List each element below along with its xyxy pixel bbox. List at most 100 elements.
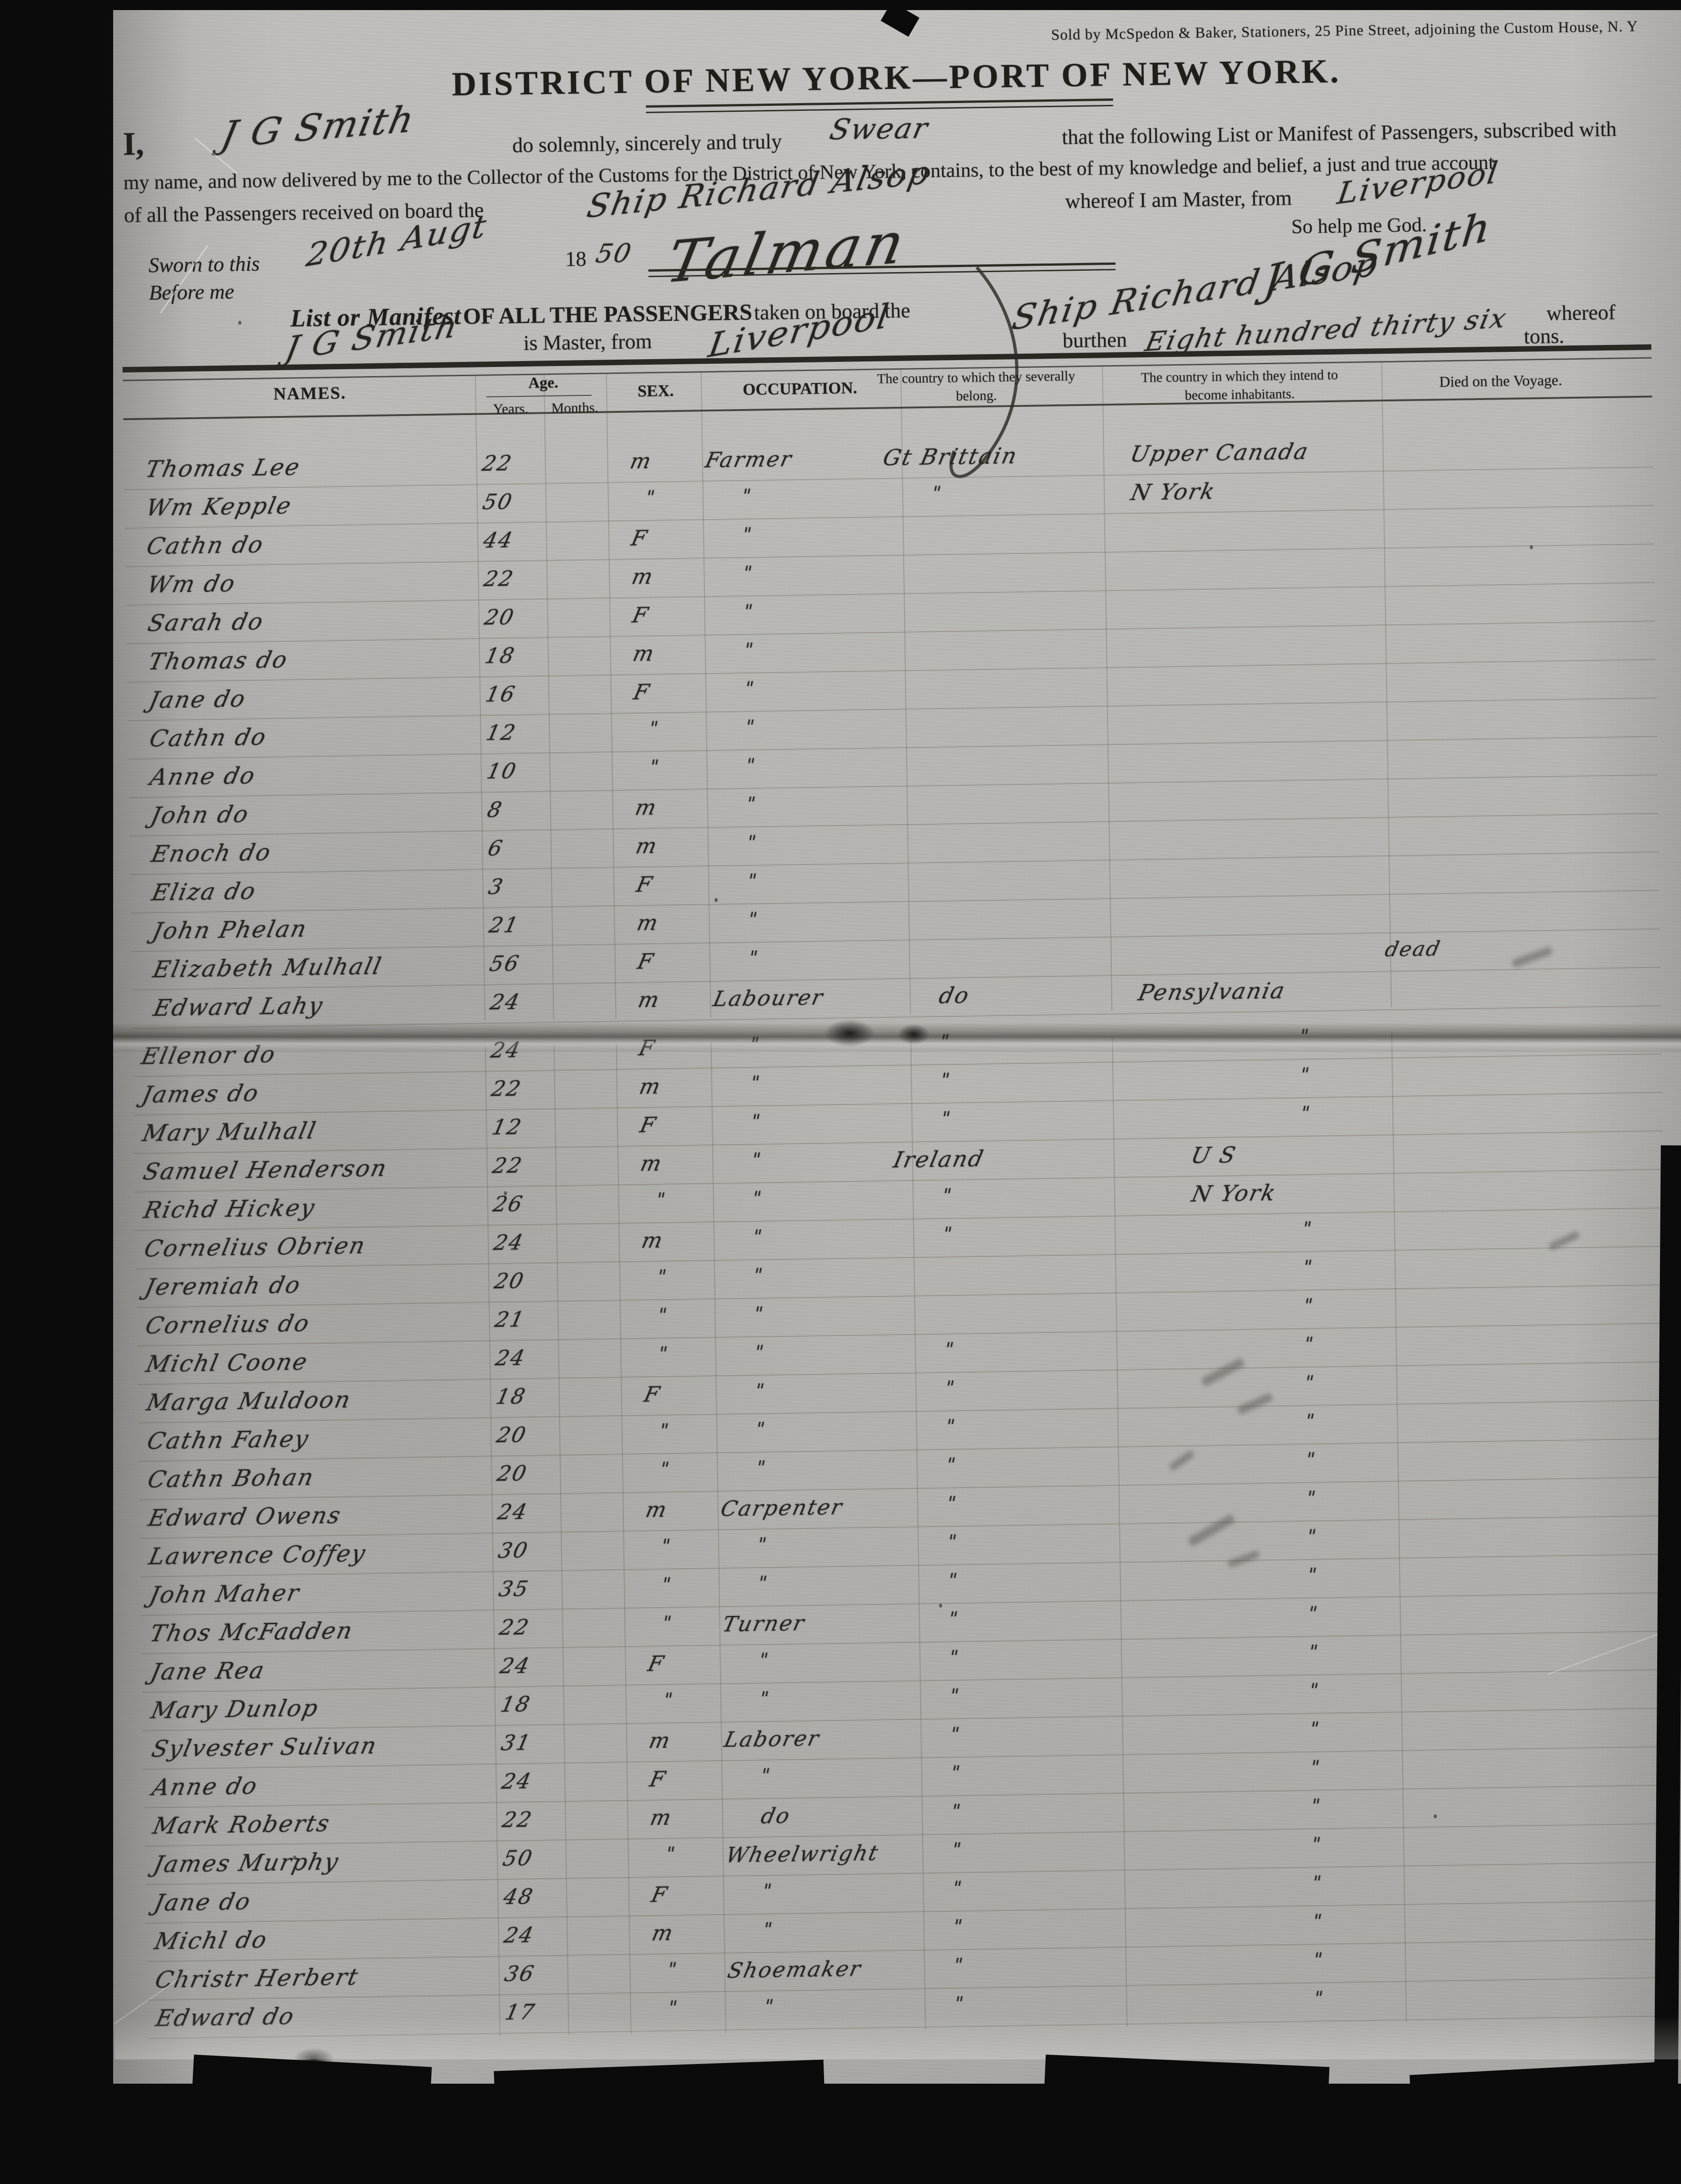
manifest-cell-sex: m <box>648 1805 675 1830</box>
manifest-cell-sex: m <box>637 1073 664 1099</box>
swear-handwritten: Swear <box>827 111 932 147</box>
signature-flourish <box>949 266 1019 478</box>
manifest-cell-intend: " <box>1305 1564 1320 1586</box>
manifest-cell-intend: " <box>1302 1372 1317 1394</box>
manifest-cell-belong: " <box>939 1108 954 1129</box>
oath-i: I, <box>122 125 144 162</box>
manifest-cell-occupation: " <box>761 1919 775 1940</box>
manifest-cell-age: 56 <box>487 951 523 976</box>
whereof-master-from: whereof I am Master, from <box>1065 186 1292 213</box>
table-row-rule <box>136 1284 1665 1308</box>
manifest-cell-belong: " <box>944 1416 958 1437</box>
manifest-cell-age: 20 <box>492 1268 527 1294</box>
manifest-cell-name: Michl do <box>152 1926 271 1955</box>
manifest-cell-belong: " <box>952 1993 967 2014</box>
table-row-rule <box>141 1592 1670 1616</box>
manifest-cell-intend: U S <box>1189 1142 1239 1169</box>
manifest-cell-name: Lawrence Coffey <box>146 1540 369 1570</box>
manifest-cell-age: 18 <box>494 1384 529 1409</box>
manifest-cell-age: 18 <box>498 1691 534 1717</box>
table-row-rule <box>140 1515 1669 1539</box>
manifest-cell-occupation: " <box>741 601 756 623</box>
manifest-cell-intend: Pensylvania <box>1135 978 1288 1006</box>
manifest-cell-intend: " <box>1306 1603 1321 1625</box>
master-name-handwritten: J G Smith <box>218 98 419 157</box>
table-row-rule <box>137 1361 1667 1385</box>
manifest-cell-belong: " <box>946 1570 961 1591</box>
table-column-rule <box>606 373 617 1019</box>
manifest-cell-sex: m <box>643 1497 671 1522</box>
manifest-cell-name: Enoch do <box>149 839 274 868</box>
manifest-cell-intend: " <box>1310 1910 1325 1932</box>
header-months: Months. <box>551 399 599 416</box>
manifest-cell-name: Richd Hickey <box>141 1194 318 1224</box>
manifest-cell-occupation: " <box>753 1380 768 1401</box>
manifest-cell-age: 31 <box>499 1730 534 1756</box>
manifest-cell-belong: " <box>950 1877 965 1899</box>
manifest-cell-age: 22 <box>489 1076 524 1101</box>
manifest-cell-name: Thomas Lee <box>143 454 303 483</box>
manifest-cell-intend: " <box>1311 1987 1326 2009</box>
manifest-cell-belong: " <box>947 1647 961 1668</box>
table-row-rule <box>125 543 1654 567</box>
manifest-cell-occupation: Carpenter <box>718 1494 846 1522</box>
table-row-rule <box>144 1784 1673 1808</box>
manifest-cell-belong: " <box>946 1608 961 1630</box>
manifest-cell-occupation: " <box>740 524 755 546</box>
page-title: DISTRICT OF NEW YORK—PORT OF NEW YORK. <box>451 52 1341 104</box>
black-edge-left <box>0 0 113 2184</box>
manifest-cell-intend: " <box>1311 1949 1326 1971</box>
manifest-cell-occupation: " <box>739 485 754 507</box>
table-row-rule <box>140 1554 1670 1577</box>
manifest-cell-age: 3 <box>486 874 507 899</box>
manifest-cell-belong: " <box>951 1954 966 1976</box>
manifest-cell-sex: F <box>642 1381 663 1407</box>
manifest-cell-age: 12 <box>490 1114 525 1140</box>
manifest-cell-intend: " <box>1299 1102 1313 1124</box>
manifest-cell-occupation: Labourer <box>711 985 826 1012</box>
manifest-cell-age: 21 <box>486 912 522 938</box>
torn-bump <box>1043 2054 1330 2127</box>
manifest-cell-name: Cornelius do <box>143 1310 313 1339</box>
manifest-cell-name: Samuel Henderson <box>141 1155 390 1185</box>
tons-label: tons. <box>1523 324 1565 348</box>
manifest-cell-sex: " <box>659 1535 674 1557</box>
manifest-cell-name: Jane do <box>147 685 249 714</box>
manifest-cell-sex: " <box>643 487 658 509</box>
table-row-rule <box>144 1823 1674 1847</box>
table-row-rule <box>127 697 1657 721</box>
manifest-cell-occupation: " <box>745 870 760 892</box>
manifest-cell-intend: " <box>1304 1449 1318 1471</box>
manifest-cell-age: 24 <box>491 1230 527 1255</box>
manifest-cell-name: Edward Lahy <box>151 992 326 1022</box>
manifest-cell-age: 24 <box>493 1345 529 1371</box>
manifest-cell-age: 48 <box>501 1884 536 1910</box>
manifest-cell-occupation: Shoemaker <box>725 1956 864 1983</box>
whereof-label: whereof <box>1546 300 1616 325</box>
manifest-cell-age: 20 <box>482 604 518 630</box>
manifest-cell-occupation: " <box>749 1111 764 1132</box>
manifest-cell-intend: " <box>1308 1757 1323 1778</box>
manifest-cell-name: Michl Coone <box>143 1348 311 1378</box>
manifest-cell-age: 22 <box>480 450 515 476</box>
manifest-cell-occupation: " <box>749 1149 764 1171</box>
manifest-cell-sex: " <box>657 1420 672 1441</box>
manifest-cell-occupation: Wheelwright <box>724 1840 882 1867</box>
table-column-rule <box>710 1043 726 2033</box>
manifest-cell-age: 26 <box>491 1191 526 1217</box>
manifest-cell-age: 22 <box>481 566 517 591</box>
table-column-rule <box>616 1044 632 2034</box>
manifest-cell-name: Mary Mulhall <box>140 1117 320 1147</box>
manifest-cell-age: 16 <box>483 681 518 707</box>
dust-speck <box>1434 1814 1437 1818</box>
oath-line1b: that the following List or Manifest of P… <box>1061 117 1617 149</box>
manifest-cell-name: Cathn do <box>144 531 267 560</box>
manifest-cell-belong: " <box>940 1223 955 1245</box>
manifest-cell-name: Cornelius Obrien <box>142 1232 369 1262</box>
table-column-rule <box>553 1045 569 2036</box>
manifest-cell-sex: F <box>638 1112 659 1138</box>
manifest-cell-died: dead <box>1383 937 1443 962</box>
manifest-cell-sex: m <box>629 564 656 589</box>
manifest-cell-name: Mary Dunlop <box>148 1694 322 1724</box>
